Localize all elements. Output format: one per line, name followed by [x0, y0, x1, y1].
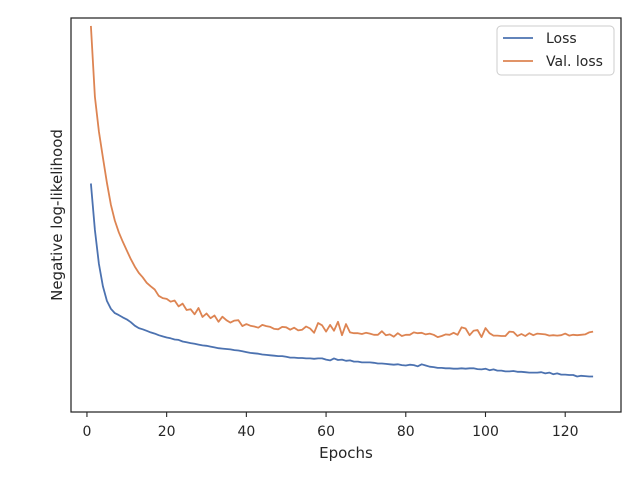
- axes-frame: [70, 17, 622, 413]
- x-tick-label: 120: [552, 424, 579, 440]
- x-axis: 0 20 40 60 80 100 120: [82, 412, 579, 440]
- x-axis-label: Epochs: [319, 444, 373, 462]
- x-tick-label: 80: [397, 424, 415, 440]
- y-axis-label: Negative log-likelihood: [48, 129, 66, 301]
- x-tick-label: 40: [237, 424, 255, 440]
- x-tick-label: 0: [82, 424, 91, 440]
- legend-label-loss: Loss: [546, 31, 577, 47]
- x-tick-label: 60: [317, 424, 335, 440]
- x-tick-label: 20: [158, 424, 176, 440]
- series-line-val-loss: [90, 25, 594, 339]
- x-tick-label: 100: [472, 424, 499, 440]
- series-line-loss: [90, 183, 594, 378]
- legend-label-val-loss: Val. loss: [546, 54, 603, 70]
- legend: Loss Val. loss: [496, 25, 615, 76]
- plot-area: [90, 25, 594, 378]
